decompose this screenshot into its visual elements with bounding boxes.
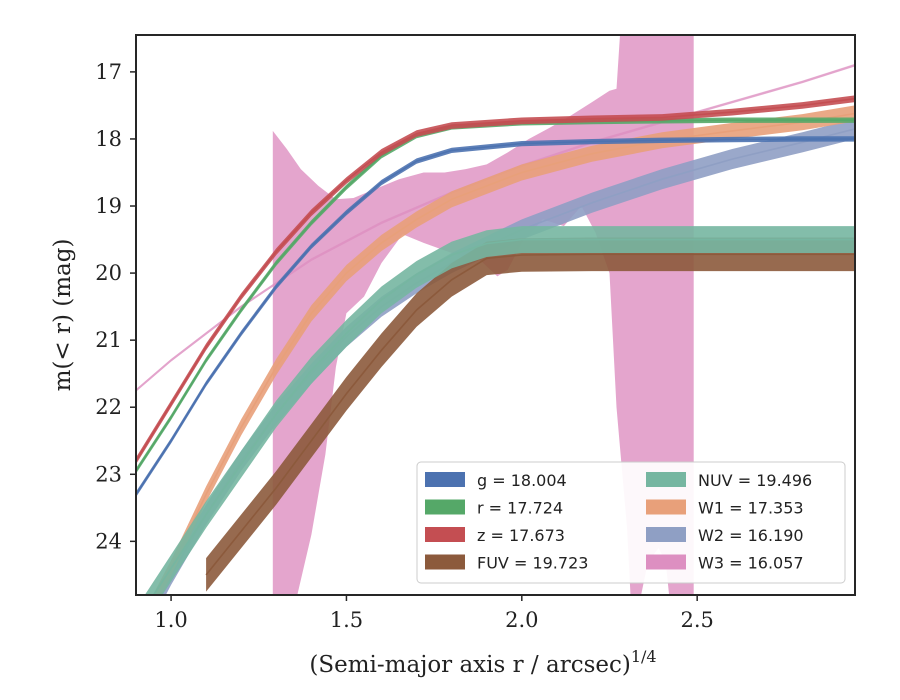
legend-label-w3: W3 = 16.057 <box>698 554 804 573</box>
y-tick-label: 19 <box>95 194 122 218</box>
x-tick-label: 2.0 <box>505 608 538 632</box>
tick-layer: 1.0 1.5 2.0 2.5 17 18 19 20 21 22 23 24 <box>95 60 714 632</box>
y-tick-label: 24 <box>95 529 122 553</box>
legend-label-g: g = 18.004 <box>477 471 567 490</box>
x-tick-label: 1.5 <box>330 608 363 632</box>
y-tick-label: 21 <box>95 328 122 352</box>
x-axis-label-superscript: 1/4 <box>631 647 657 666</box>
series-nuv-line <box>152 238 855 595</box>
series-fuv-line <box>205 253 855 576</box>
legend: g = 18.004 r = 17.724 z = 17.673 FUV = 19.7… <box>416 461 846 584</box>
x-axis-label: (Semi-major axis r / arcsec)1/4 <box>309 647 656 678</box>
legend-swatch-nuv <box>646 472 686 487</box>
series-g-line <box>136 138 855 495</box>
legend-label-r: r = 17.724 <box>477 499 563 518</box>
legend-label-fuv: FUV = 19.723 <box>477 554 588 573</box>
legend-swatch-g <box>425 472 465 487</box>
legend-label-nuv: NUV = 19.496 <box>698 471 812 490</box>
x-axis-label-main: (Semi-major axis r / arcsec) <box>309 652 630 678</box>
series-w3-envelope <box>272 35 694 595</box>
plot-frame <box>135 34 856 596</box>
series-fuv-band <box>206 237 855 592</box>
legend-swatch-w2 <box>646 527 686 542</box>
legend-label-z: z = 17.673 <box>477 526 565 545</box>
series-z-line <box>136 97 855 462</box>
legend-frame <box>416 461 846 584</box>
legend-swatch-z <box>425 527 465 542</box>
series-nuv-band <box>144 226 855 595</box>
legend-swatch-r <box>425 499 465 515</box>
legend-swatch-w1 <box>646 499 686 515</box>
y-tick-label: 20 <box>95 261 122 285</box>
series-layer <box>136 35 855 595</box>
x-tick-label: 2.5 <box>680 608 713 632</box>
y-tick-label: 18 <box>95 127 122 151</box>
legend-label-w1: W1 = 17.353 <box>698 499 804 518</box>
legend-label-w2: W2 = 16.190 <box>698 526 804 545</box>
series-w1-line <box>156 112 855 595</box>
x-tick-label: 1.0 <box>154 608 187 632</box>
y-tick-label: 23 <box>95 462 122 486</box>
y-axis-label: m(< r) (mag) <box>50 239 76 392</box>
legend-swatch-w3 <box>646 554 686 570</box>
legend-swatch-fuv <box>425 554 465 570</box>
y-tick-label: 17 <box>95 60 122 84</box>
y-tick-label: 22 <box>95 395 122 419</box>
